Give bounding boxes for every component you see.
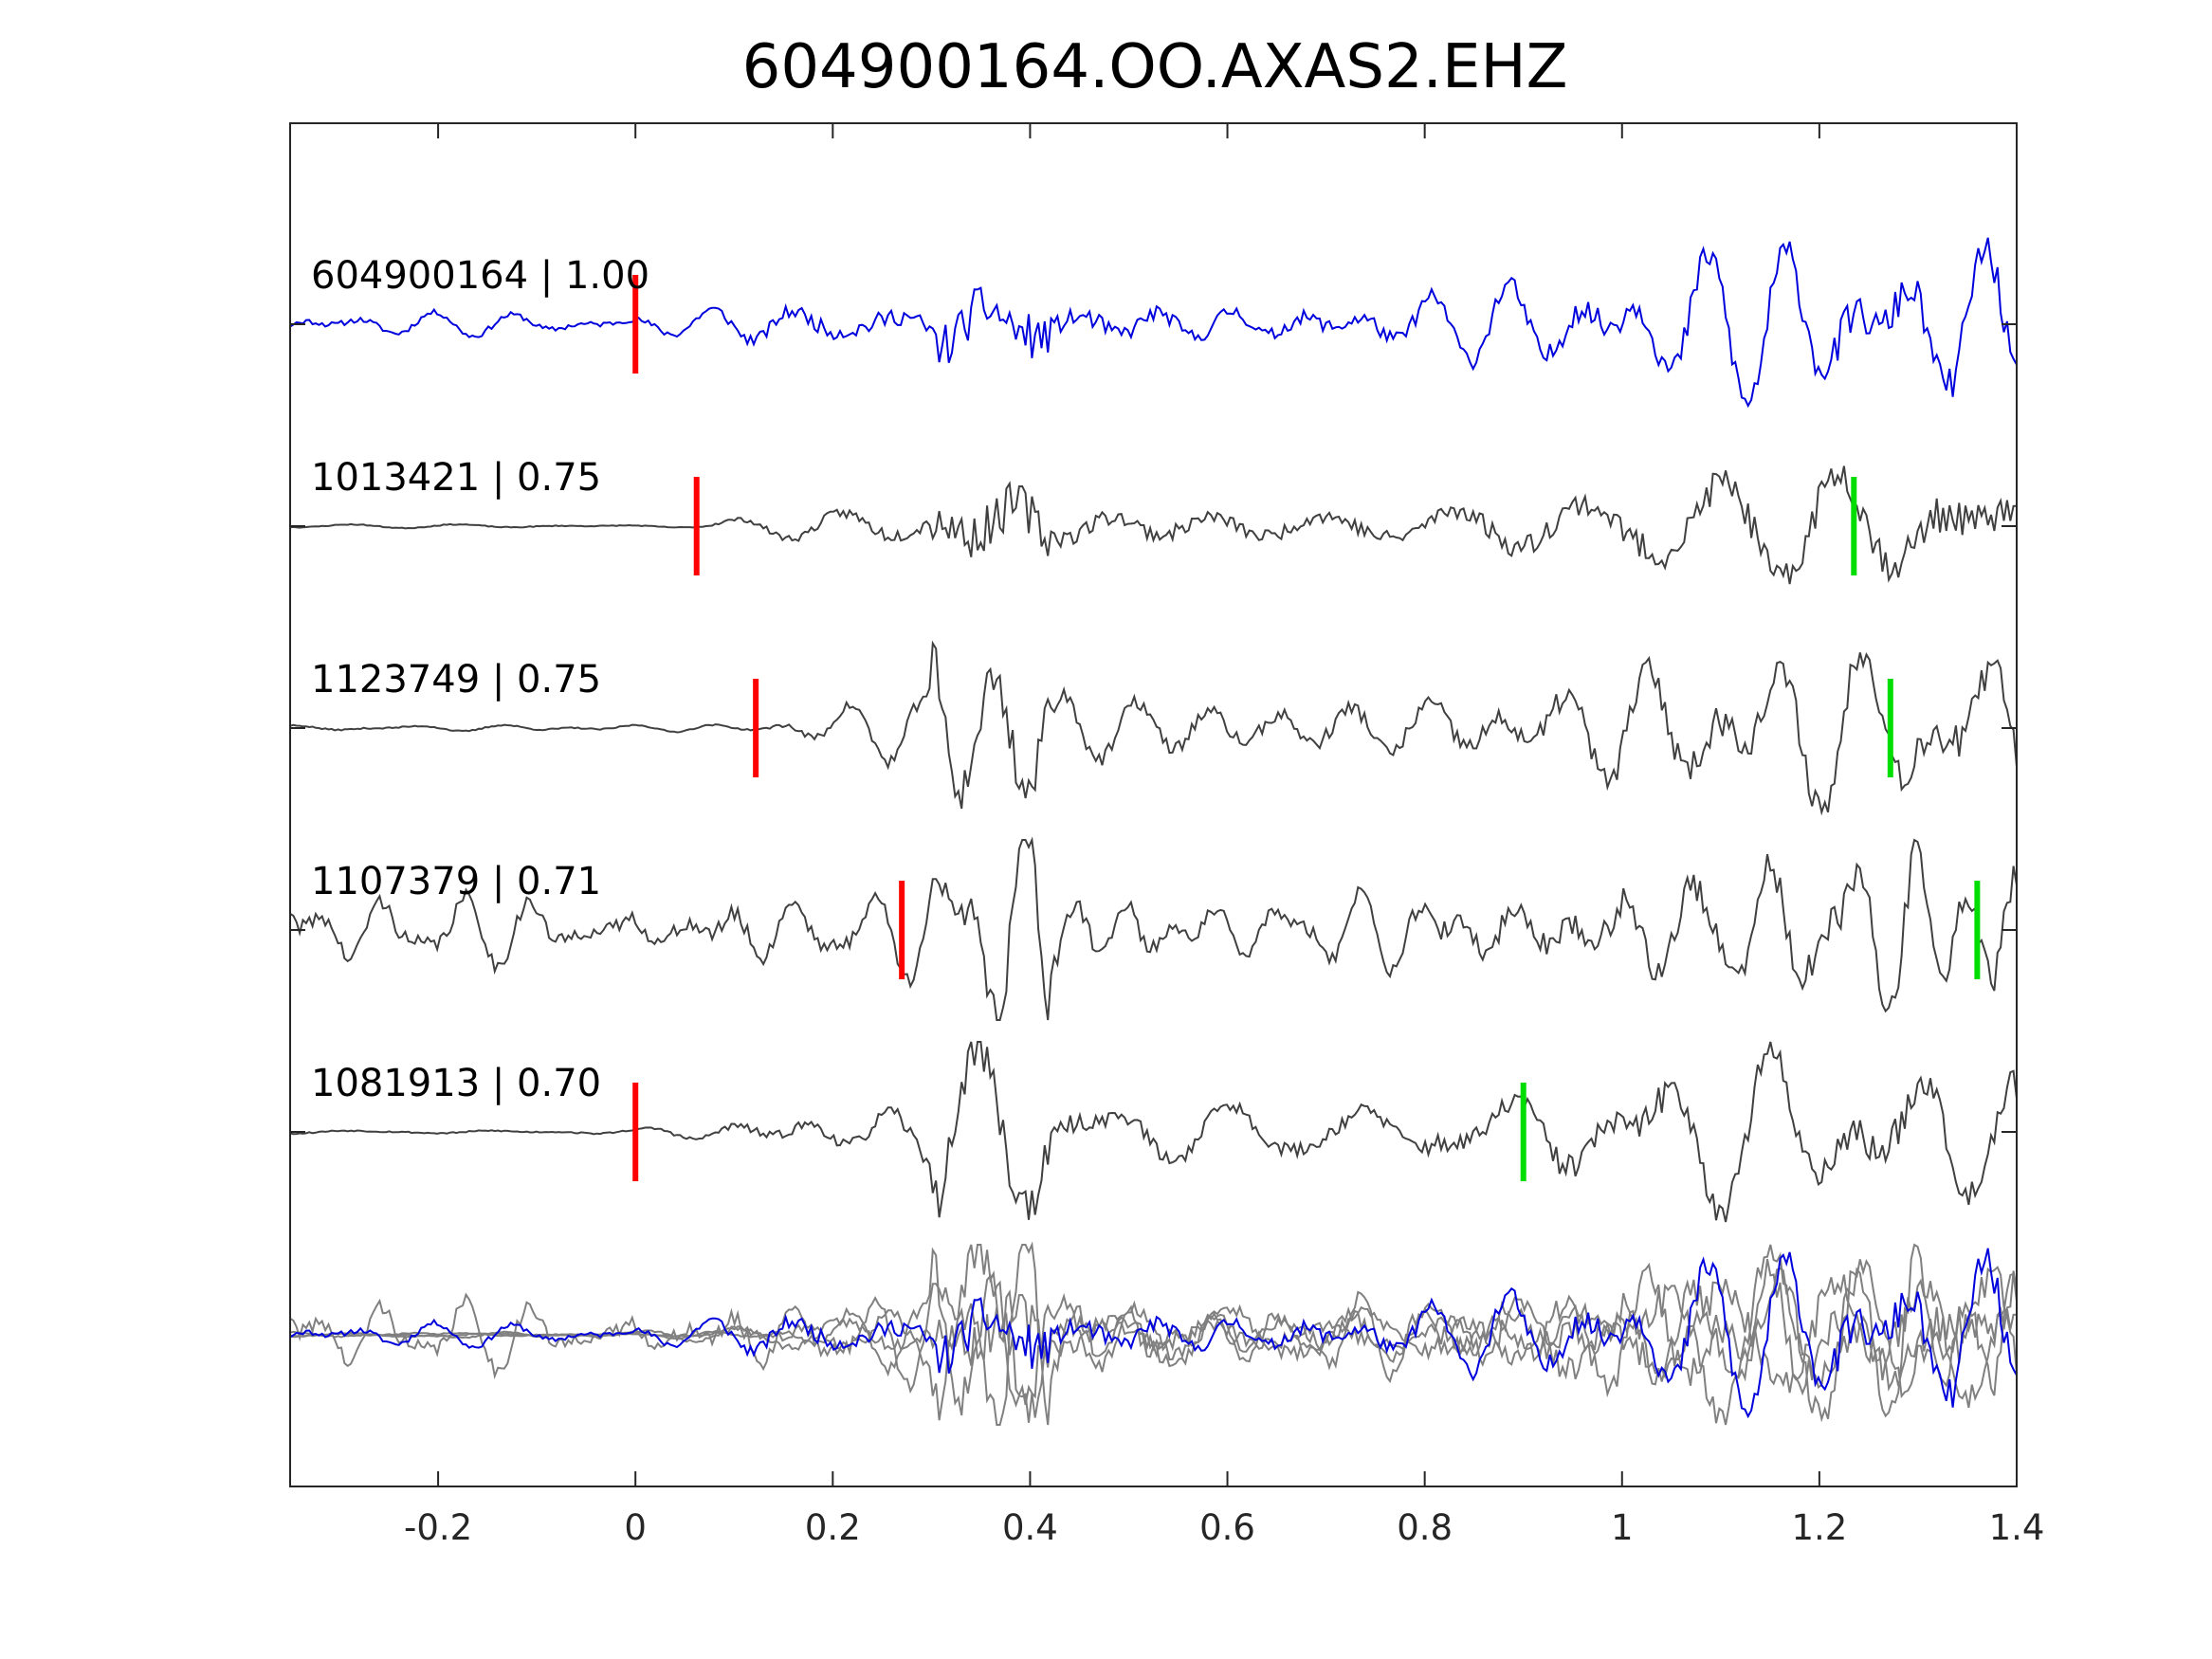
x-tick-label: 0.4: [1002, 1507, 1058, 1548]
x-tick-label: 0.2: [805, 1507, 861, 1548]
overlay-reference-trace: [289, 1248, 2018, 1419]
x-tick-label: 1.2: [1791, 1507, 1847, 1548]
trace-label: 1123749 | 0.75: [311, 658, 601, 702]
trace-1107379: [289, 836, 2018, 1021]
trace-labels: 604900164 | 1.00 1013421 | 0.75 1123749 | …: [311, 254, 649, 1105]
trace-label: 1107379 | 0.71: [311, 860, 601, 903]
x-tick-label: 1.4: [1989, 1507, 2045, 1548]
x-tick-label: -0.2: [404, 1507, 472, 1548]
chart-title: 604900164.OO.AXAS2.EHZ: [742, 32, 1568, 102]
trace-1081913: [289, 1041, 2018, 1223]
overlay-match-trace: [289, 1274, 2018, 1394]
x-axis: -0.2 0 0.2 0.4 0.6 0.8 1 1.2 1.4: [404, 123, 2044, 1548]
overlay-match-trace: [289, 1244, 2018, 1426]
x-tick-label: 0.6: [1199, 1507, 1255, 1548]
trace-label: 1013421 | 0.75: [311, 456, 601, 500]
trace-1013421: [289, 465, 2018, 585]
trace-label: 604900164 | 1.00: [311, 254, 649, 298]
waveform-traces: [289, 237, 2018, 1426]
x-tick-label: 0: [624, 1507, 647, 1548]
x-tick-label: 0.8: [1397, 1507, 1453, 1548]
phase-picks: [632, 275, 1981, 1181]
trace-1123749: [289, 640, 2018, 816]
y-axis-ticks: [290, 323, 2017, 1133]
plot-area-frame: [289, 122, 2018, 1487]
trace-604900164: [289, 237, 2018, 409]
trace-label: 1081913 | 0.70: [311, 1062, 601, 1105]
x-tick-label: 1: [1611, 1507, 1634, 1548]
